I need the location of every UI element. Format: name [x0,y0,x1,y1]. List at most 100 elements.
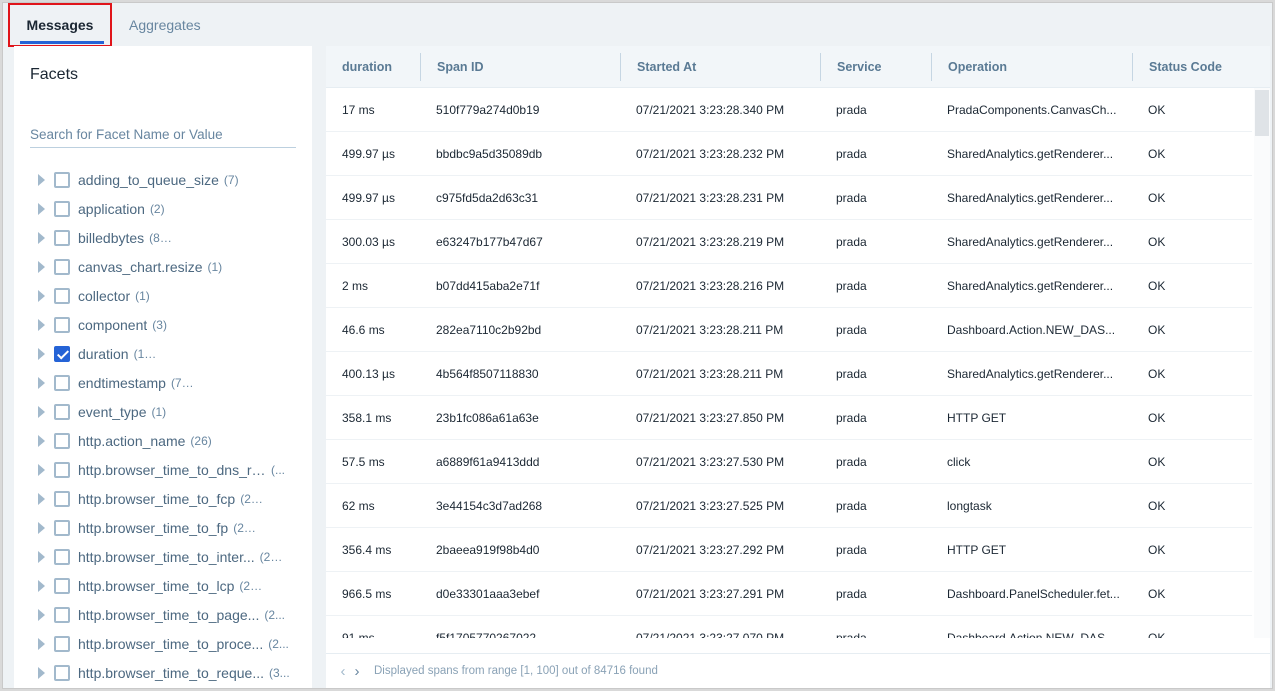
column-header-started-at[interactable]: Started At [620,53,696,81]
chevron-left-icon[interactable]: ‹ [340,662,346,680]
facet-item[interactable]: http.action_name (26) [38,430,212,452]
cell-span-id: 282ea7110c2b92bd [436,323,542,337]
expand-arrow-icon[interactable] [38,232,45,244]
facet-checkbox[interactable] [54,404,70,420]
table-row[interactable]: 499.97 µs bbdbc9a5d35089db 07/21/2021 3:23… [326,132,1252,176]
expand-arrow-icon[interactable] [38,377,45,389]
facet-name: collector [78,288,131,304]
facet-name: application [78,201,145,217]
scrollbar-thumb[interactable] [1255,90,1269,136]
tab-messages[interactable]: Messages [8,3,112,47]
table-row[interactable]: 2 ms b07dd415aba2e71f 07/21/2021 3:23:28.2… [326,264,1252,308]
facet-item[interactable]: billedbytes (855) [38,227,175,249]
expand-arrow-icon[interactable] [38,464,45,476]
facet-name: component [78,317,148,333]
cell-service: prada [836,499,867,513]
facet-item[interactable]: duration (15636) [38,343,160,365]
facet-checkbox[interactable] [54,288,70,304]
table-row[interactable]: 46.6 ms 282ea7110c2b92bd 07/21/2021 3:23:2… [326,308,1252,352]
facet-checkbox[interactable] [54,462,70,478]
facet-item[interactable]: http.browser_time_to_fp (223) [38,517,259,539]
facet-item[interactable]: http.browser_time_to_inter... (22... [38,546,286,568]
facet-checkbox[interactable] [54,520,70,536]
facet-checkbox[interactable] [54,201,70,217]
facet-checkbox[interactable] [54,491,70,507]
column-header-service[interactable]: Service [820,53,881,81]
cell-service: prada [836,543,867,557]
expand-arrow-icon[interactable] [38,667,45,679]
facet-checkbox[interactable] [54,433,70,449]
column-header-operation[interactable]: Operation [931,53,1007,81]
expand-arrow-icon[interactable] [38,290,45,302]
table-row[interactable]: 62 ms 3e44154c3d7ad268 07/21/2021 3:23:27.… [326,484,1252,528]
facet-item[interactable]: http.browser_time_to_dns_re... (... [38,459,285,481]
expand-arrow-icon[interactable] [38,580,45,592]
expand-arrow-icon[interactable] [38,609,45,621]
tab-aggregates[interactable]: Aggregates [129,17,201,33]
facet-checkbox[interactable] [54,375,70,391]
expand-arrow-icon[interactable] [38,203,45,215]
expand-arrow-icon[interactable] [38,319,45,331]
facet-item[interactable]: event_type (1) [38,401,166,423]
expand-arrow-icon[interactable] [38,348,45,360]
expand-arrow-icon[interactable] [38,435,45,447]
facet-checkbox[interactable] [54,259,70,275]
facet-checkbox[interactable] [54,230,70,246]
expand-arrow-icon[interactable] [38,638,45,650]
expand-arrow-icon[interactable] [38,406,45,418]
cell-started-at: 07/21/2021 3:23:27.070 PM [636,631,785,638]
vertical-scrollbar[interactable] [1254,88,1270,638]
table-row[interactable]: 499.97 µs c975fd5da2d63c31 07/21/2021 3:23… [326,176,1252,220]
table-row[interactable]: 356.4 ms 2baeea919f98b4d0 07/21/2021 3:23:… [326,528,1252,572]
facet-checkbox[interactable] [54,317,70,333]
table-row[interactable]: 57.5 ms a6889f61a9413ddd 07/21/2021 3:23:2… [326,440,1252,484]
facet-checkbox[interactable] [54,549,70,565]
facet-item[interactable]: endtimestamp (74738) [38,372,197,394]
facet-item[interactable]: application (2) [38,198,165,220]
facet-checkbox[interactable] [54,172,70,188]
facet-checkbox[interactable] [54,607,70,623]
cell-operation: Dashboard.PanelScheduler.fet... [947,587,1120,601]
facet-item[interactable]: component (3) [38,314,167,336]
facet-item[interactable]: canvas_chart.resize (1) [38,256,222,278]
facet-item[interactable]: http.browser_time_to_proce... (2... [38,633,289,655]
table-row[interactable]: 300.03 µs e63247b177b47d67 07/21/2021 3:23… [326,220,1252,264]
facet-checkbox[interactable] [54,578,70,594]
facet-count: (7) [223,173,239,187]
facet-count: (223) [233,521,260,535]
cell-operation: SharedAnalytics.getRenderer... [947,367,1114,381]
facet-item[interactable]: collector (1) [38,285,150,307]
facet-item[interactable]: http.browser_time_to_fcp (227) [38,488,266,510]
facet-item[interactable]: adding_to_queue_size (7) [38,169,239,191]
facet-checkbox[interactable] [54,346,70,362]
expand-arrow-icon[interactable] [38,174,45,186]
column-header-status-code[interactable]: Status Code [1132,53,1222,81]
results-status: Displayed spans from range [1, 100] out … [374,665,658,677]
table-row[interactable]: 358.1 ms 23b1fc086a61a63e 07/21/2021 3:23:… [326,396,1252,440]
expand-arrow-icon[interactable] [38,261,45,273]
facet-item[interactable]: http.browser_time_to_lcp (223) [38,575,265,597]
cell-duration: 358.1 ms [342,411,392,425]
facet-count: (1) [135,289,150,303]
facet-search-input[interactable] [30,122,296,148]
facet-name: http.browser_time_to_fcp [78,491,236,507]
table-row[interactable]: 17 ms 510f779a274d0b19 07/21/2021 3:23:28.… [326,88,1252,132]
facet-checkbox[interactable] [54,665,70,681]
column-header-span-id[interactable]: Span ID [420,53,484,81]
expand-arrow-icon[interactable] [38,493,45,505]
table-row[interactable]: 91 ms f5f1705770267022 07/21/2021 3:23:27.… [326,616,1252,638]
table-row[interactable]: 966.5 ms d0e33301aaa3ebef 07/21/2021 3:23:… [326,572,1252,616]
expand-arrow-icon[interactable] [38,522,45,534]
facet-checkbox[interactable] [54,636,70,652]
cell-operation: SharedAnalytics.getRenderer... [947,191,1114,205]
column-header-duration[interactable]: duration [342,60,392,74]
chevron-right-icon[interactable]: › [354,662,360,680]
cell-status-code: OK [1148,103,1166,117]
facets-panel: Facets adding_to_queue_size (7) applicatio… [14,46,312,688]
table-row[interactable]: 400.13 µs 4b564f8507118830 07/21/2021 3:23… [326,352,1252,396]
expand-arrow-icon[interactable] [38,551,45,563]
facet-item[interactable]: http.browser_time_to_reque... (3... [38,662,290,684]
facet-item[interactable]: http.browser_time_to_page... (2... [38,604,285,626]
cell-status-code: OK [1148,499,1166,513]
